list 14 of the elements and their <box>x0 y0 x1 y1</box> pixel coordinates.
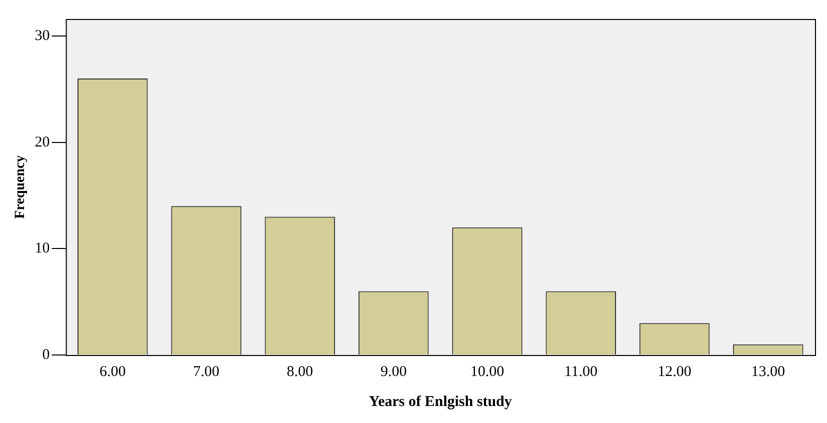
y-tick-label: 30 <box>34 28 50 44</box>
y-tick-label: 20 <box>34 134 50 150</box>
x-tick-label: 11.00 <box>564 364 598 380</box>
x-tick-label: 13.00 <box>751 364 786 380</box>
x-axis-title: Years of Enlgish study <box>368 394 512 410</box>
x-tick-label: 7.00 <box>193 364 220 380</box>
x-tick-label: 6.00 <box>100 364 126 380</box>
y-tick-label: 10 <box>34 240 50 257</box>
x-tick-label: 9.00 <box>380 364 407 380</box>
x-tick-label: 8.00 <box>286 364 314 380</box>
x-tick-label: 10.00 <box>470 364 504 380</box>
x-tick-label: 12.00 <box>658 364 692 380</box>
y-axis-title: Frequency <box>13 155 28 219</box>
y-tick-label: 0 <box>42 346 50 363</box>
